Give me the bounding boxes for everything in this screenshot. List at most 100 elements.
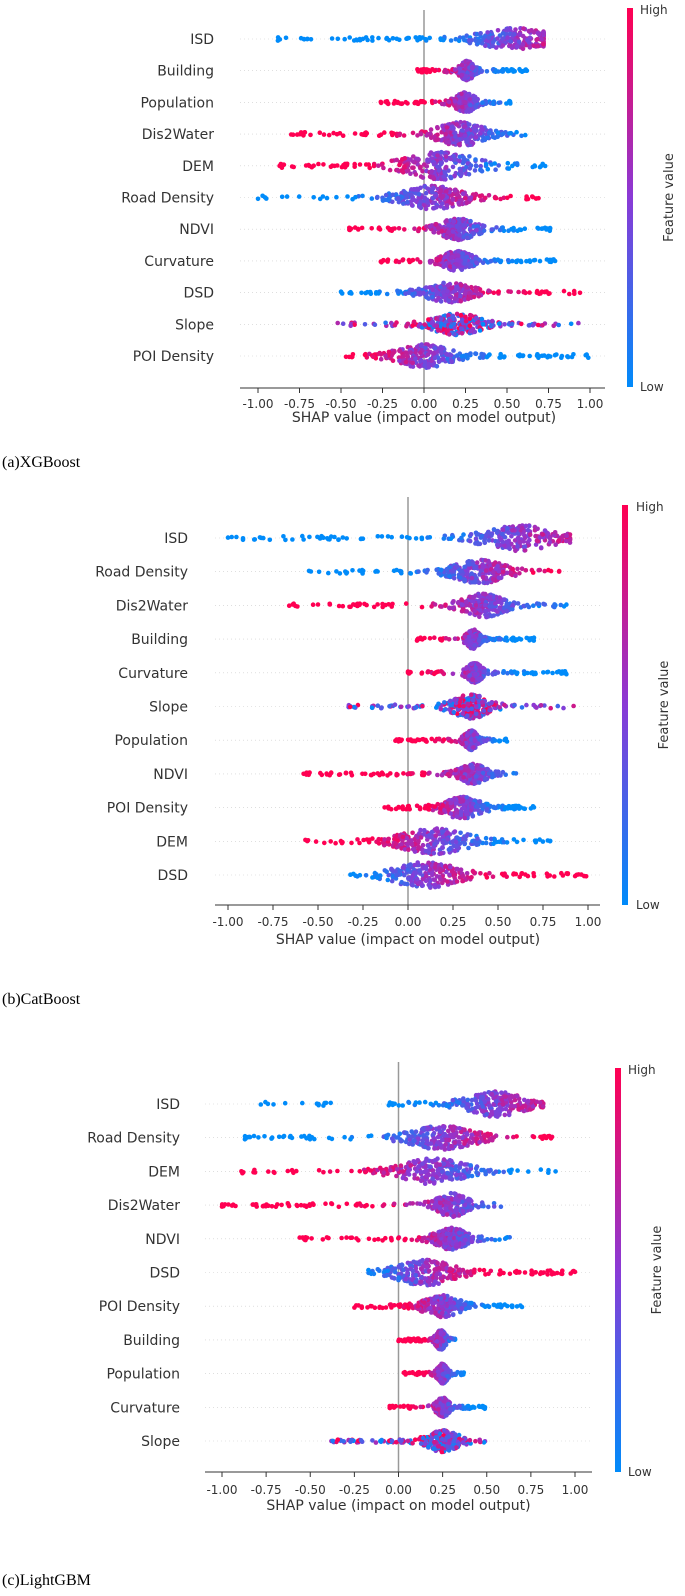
shap-point xyxy=(375,291,380,296)
shap-point xyxy=(428,636,433,641)
shap-point xyxy=(552,602,557,607)
shap-point xyxy=(295,132,300,137)
shap-point xyxy=(317,570,322,575)
shap-point xyxy=(495,135,500,140)
shap-point xyxy=(431,351,436,356)
shap-point xyxy=(492,527,497,532)
shap-point xyxy=(391,36,396,41)
shap-point xyxy=(567,292,572,297)
shap-point xyxy=(410,203,415,208)
shap-point xyxy=(536,323,541,328)
shap-point xyxy=(391,131,396,136)
shap-point xyxy=(564,534,569,539)
shap-point xyxy=(339,290,344,295)
shap-point xyxy=(469,692,474,697)
shap-point xyxy=(486,530,491,535)
shap-point xyxy=(437,257,442,262)
shap-point xyxy=(501,540,506,545)
shap-point xyxy=(545,257,550,262)
shap-point xyxy=(510,528,515,533)
shap-point xyxy=(321,162,326,167)
shap-point xyxy=(488,708,493,713)
shap-point xyxy=(473,317,478,322)
shap-point xyxy=(281,162,286,167)
shap-point xyxy=(460,128,465,133)
shap-point xyxy=(474,260,479,265)
shap-point xyxy=(491,101,496,106)
shap-point xyxy=(465,127,470,132)
shap-point xyxy=(498,100,503,105)
x-tick-label: 0.75 xyxy=(535,397,562,411)
feature-label: Slope xyxy=(149,700,188,716)
shap-point xyxy=(511,69,516,74)
shap-point xyxy=(509,39,514,44)
shap-point xyxy=(304,772,309,777)
shap-point xyxy=(416,157,421,162)
shap-point xyxy=(307,535,312,540)
panel-caption: (a)XGBoost xyxy=(2,454,81,471)
shap-point xyxy=(402,133,407,138)
shap-point xyxy=(484,162,489,167)
shap-point xyxy=(524,636,529,641)
shap-point xyxy=(318,130,323,135)
shap-point xyxy=(401,354,406,359)
shap-point xyxy=(489,637,494,642)
shap-point xyxy=(501,31,506,36)
shap-point xyxy=(347,226,352,231)
shap-point xyxy=(468,638,473,643)
shap-point xyxy=(524,703,529,708)
shap-point xyxy=(523,226,528,231)
shap-point xyxy=(476,662,481,667)
shap-point xyxy=(509,670,514,675)
shap-point xyxy=(527,354,532,359)
shap-point xyxy=(468,351,473,356)
shap-point xyxy=(476,542,481,547)
shap-point xyxy=(562,289,567,294)
shap-point xyxy=(523,544,528,549)
shap-point xyxy=(465,94,470,99)
x-axis-label: SHAP value (impact on model output) xyxy=(292,410,556,426)
shap-point xyxy=(460,711,465,716)
feature-label: NDVI xyxy=(153,767,188,783)
shap-point xyxy=(485,355,490,360)
shap-point xyxy=(447,100,452,105)
x-tick-label: -0.50 xyxy=(325,397,356,411)
shap-point xyxy=(440,229,445,234)
feature-dots-poi-density xyxy=(344,342,591,370)
shap-point xyxy=(473,157,478,162)
shap-point xyxy=(352,164,357,169)
shap-point xyxy=(261,536,266,541)
shap-point xyxy=(393,702,398,707)
shap-point xyxy=(505,571,510,576)
shap-point xyxy=(474,704,479,709)
shap-point xyxy=(485,737,490,742)
shap-point xyxy=(400,101,405,106)
shap-point xyxy=(479,352,484,357)
shap-point xyxy=(450,125,455,130)
shap-point xyxy=(385,36,390,41)
shap-point xyxy=(421,737,426,742)
shap-point xyxy=(532,30,537,35)
shap-point xyxy=(429,127,434,132)
shap-point xyxy=(526,528,531,533)
shap-point xyxy=(352,38,357,43)
shap-point xyxy=(468,539,473,544)
shap-point xyxy=(449,176,454,181)
feature-label: POI Density xyxy=(133,349,214,365)
shap-point xyxy=(535,289,540,294)
shap-point xyxy=(391,351,396,356)
shap-point xyxy=(402,164,407,169)
shap-point xyxy=(465,713,470,718)
shap-point xyxy=(436,226,441,231)
shap-point xyxy=(452,219,457,224)
shap-point xyxy=(468,219,473,224)
shap-point xyxy=(309,569,314,574)
shap-point xyxy=(440,201,445,206)
shap-point xyxy=(398,349,403,354)
shap-point xyxy=(468,673,473,678)
shap-point xyxy=(418,165,423,170)
shap-point xyxy=(461,693,466,698)
shap-point xyxy=(388,771,393,776)
shap-point xyxy=(532,258,537,263)
x-tick-label: -0.75 xyxy=(284,397,315,411)
